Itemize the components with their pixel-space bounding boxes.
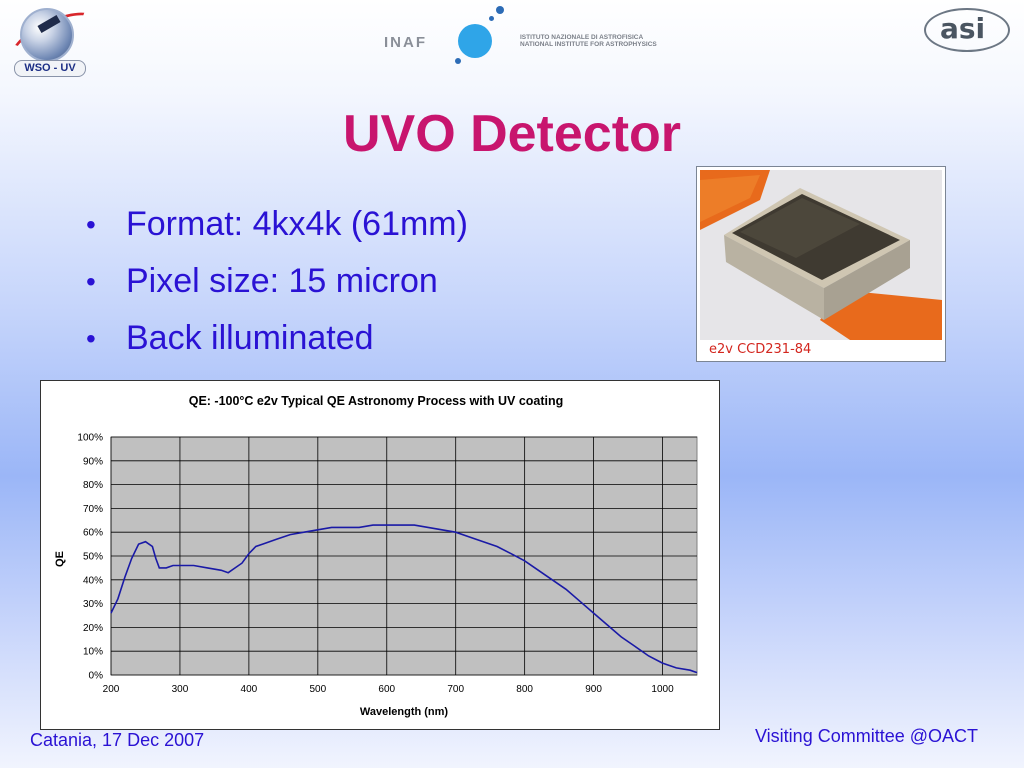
bullet-icon: • bbox=[86, 323, 96, 354]
y-tick-label: 20% bbox=[83, 623, 103, 634]
y-tick-label: 40% bbox=[83, 575, 103, 586]
bullet-item: • Format: 4kx4k (61mm) bbox=[86, 196, 468, 253]
asi-logo: asi bbox=[924, 8, 1010, 52]
y-tick-label: 50% bbox=[83, 552, 103, 563]
bullet-icon: • bbox=[86, 266, 96, 297]
footer-date: Catania, 17 Dec 2007 bbox=[30, 730, 205, 750]
bullet-text: Pixel size: 15 micron bbox=[126, 262, 438, 300]
bullet-text: Format: 4kx4k (61mm) bbox=[126, 205, 468, 243]
inaf-caption-line-2: NATIONAL INSTITUTE FOR ASTROPHYSICS bbox=[520, 41, 657, 48]
bullet-text: Back illuminated bbox=[126, 319, 374, 357]
asi-logo-text: asi bbox=[940, 12, 986, 45]
inaf-star-icon bbox=[452, 6, 508, 68]
qe-curve bbox=[110, 524, 698, 674]
wso-uv-logo: WSO - UV bbox=[4, 2, 104, 77]
x-tick-label: 600 bbox=[378, 684, 395, 695]
bullet-item: • Pixel size: 15 micron bbox=[86, 253, 468, 310]
wso-uv-label: WSO - UV bbox=[14, 60, 86, 77]
footer-event: Visiting Committee @OACT bbox=[755, 726, 978, 746]
y-tick-label: 80% bbox=[83, 480, 103, 491]
x-tick-label: 500 bbox=[309, 684, 326, 695]
qe-chart: QE: -100°C e2v Typical QE Astronomy Proc… bbox=[40, 380, 720, 730]
qe-chart-svg: QE: -100°C e2v Typical QE Astronomy Proc… bbox=[54, 394, 698, 718]
grid-lines bbox=[110, 436, 697, 676]
inaf-caption-line-1: ISTITUTO NAZIONALE DI ASTROFISICA bbox=[520, 34, 644, 41]
bullet-list: • Format: 4kx4k (61mm) • Pixel size: 15 mi… bbox=[86, 196, 468, 367]
y-tick-label: 0% bbox=[89, 671, 104, 682]
x-tick-label: 700 bbox=[447, 684, 464, 695]
tick-labels: 0% 10% 20% 30% 40% 50% 60% 70% 80% 90% 100% 200 300 4… bbox=[77, 433, 674, 696]
photo-caption: e2v CCD231-84 bbox=[709, 342, 812, 357]
globe-icon bbox=[20, 8, 74, 62]
bullet-item: • Back illuminated bbox=[86, 310, 468, 367]
x-axis-label: Wavelength (nm) bbox=[360, 706, 449, 718]
ccd-image bbox=[700, 170, 942, 340]
inaf-caption: ISTITUTO NAZIONALE DI ASTROFISICA NATION… bbox=[520, 34, 657, 48]
y-tick-label: 30% bbox=[83, 599, 103, 610]
bullet-icon: • bbox=[86, 209, 96, 240]
x-tick-label: 400 bbox=[241, 684, 258, 695]
slide-title: UVO Detector bbox=[342, 105, 682, 163]
y-axis-label: QE bbox=[54, 551, 66, 567]
detector-photo: e2v CCD231-84 bbox=[696, 166, 946, 362]
y-tick-label: 60% bbox=[83, 528, 103, 539]
y-tick-label: 90% bbox=[83, 456, 103, 467]
y-tick-label: 70% bbox=[83, 504, 103, 515]
x-tick-label: 200 bbox=[103, 684, 120, 695]
chart-title: QE: -100°C e2v Typical QE Astronomy Proc… bbox=[189, 394, 564, 408]
x-tick-label: 1000 bbox=[651, 684, 674, 695]
x-tick-label: 800 bbox=[516, 684, 533, 695]
x-tick-label: 900 bbox=[585, 684, 602, 695]
y-tick-label: 10% bbox=[83, 647, 103, 658]
y-tick-label: 100% bbox=[77, 433, 103, 444]
inaf-logo-text: INAF bbox=[384, 34, 427, 51]
x-tick-label: 300 bbox=[172, 684, 189, 695]
